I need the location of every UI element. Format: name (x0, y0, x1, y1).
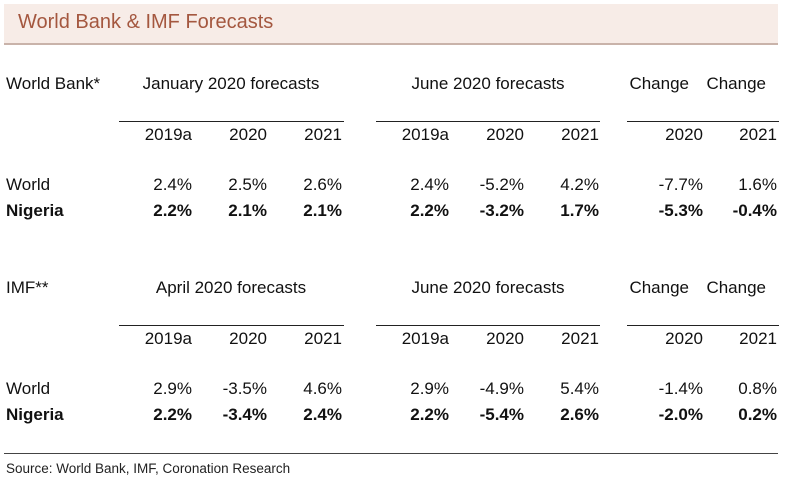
imf-row-value: 0.8% (738, 379, 777, 398)
world-bank-row-value: 2.1% (303, 201, 342, 220)
world-bank-col-header: 2020 (486, 125, 524, 144)
imf-section-label: IMF** (6, 278, 49, 297)
world-bank-row-value: 2.2% (153, 201, 192, 220)
imf-row-value: 0.2% (738, 405, 777, 424)
imf-row-label: World (6, 379, 51, 398)
world-bank-col-header: 2021 (304, 125, 342, 144)
world-bank-row-value: -3.2% (479, 201, 524, 220)
world-bank-header-rule-3 (627, 121, 779, 122)
world-bank-change1-title: Change (629, 74, 689, 93)
world-bank-row-value: 2.6% (303, 175, 342, 194)
world-bank-section-label: World Bank* (6, 74, 101, 93)
imf-col-header: 2020 (486, 329, 524, 348)
imf-row-value: 2.9% (153, 379, 192, 398)
imf-row-value: -2.0% (658, 405, 703, 424)
world-bank-row-value: 2.4% (410, 175, 449, 194)
imf-header-rule-3 (627, 325, 779, 326)
imf-row-value: -3.4% (222, 405, 267, 424)
imf-col-header: 2019a (144, 329, 192, 348)
imf-row-value: 5.4% (560, 379, 599, 398)
world-bank-col-header: 2019a (144, 125, 192, 144)
imf-change1-title: Change (629, 278, 689, 297)
world-bank-row-value: -5.2% (479, 175, 524, 194)
imf-col-header: 2021 (304, 329, 342, 348)
imf-group2-title: June 2020 forecasts (411, 278, 565, 297)
imf-row-value: 2.4% (303, 405, 342, 424)
world-bank-group2-title: June 2020 forecasts (411, 74, 565, 93)
page-title: World Bank & IMF Forecasts (18, 11, 274, 33)
title-bar: World Bank & IMF Forecasts (4, 4, 778, 45)
world-bank-col-header: 2021 (561, 125, 599, 144)
imf-row-label: Nigeria (6, 405, 64, 424)
imf-col-header: 2021 (561, 329, 599, 348)
world-bank-group1-title: January 2020 forecasts (142, 74, 320, 93)
imf-row-value: -1.4% (658, 379, 703, 398)
world-bank-row-value: 2.2% (410, 201, 449, 220)
world-bank-col-header: 2020 (229, 125, 267, 144)
imf-group1-title: April 2020 forecasts (155, 278, 307, 297)
world-bank-row-value: 4.2% (560, 175, 599, 194)
world-bank-change2-title: Change (706, 74, 766, 93)
world-bank-row-label: World (6, 175, 51, 194)
imf-row-value: 2.9% (410, 379, 449, 398)
world-bank-col-header: 2021 (739, 125, 777, 144)
imf-row-value: -4.9% (479, 379, 524, 398)
imf-row-value: -5.4% (479, 405, 524, 424)
imf-header-rule-1 (119, 325, 344, 326)
world-bank-row-value: 1.7% (560, 201, 599, 220)
imf-col-header: 2019a (401, 329, 449, 348)
world-bank-header-rule-2 (376, 121, 600, 122)
imf-row-value: 2.2% (153, 405, 192, 424)
imf-col-header: 2021 (739, 329, 777, 348)
imf-col-header: 2020 (665, 329, 703, 348)
world-bank-row-value: -7.7% (658, 175, 703, 194)
imf-row-value: 2.6% (560, 405, 599, 424)
imf-col-header: 2020 (229, 329, 267, 348)
world-bank-row-label: Nigeria (6, 201, 64, 220)
imf-header-rule-2 (376, 325, 600, 326)
imf-change2-title: Change (706, 278, 766, 297)
world-bank-row-value: -5.3% (658, 201, 703, 220)
world-bank-col-header: 2020 (665, 125, 703, 144)
imf-row-value: -3.5% (222, 379, 267, 398)
source-note: Source: World Bank, IMF, Coronation Rese… (6, 461, 291, 476)
world-bank-row-value: 1.6% (738, 175, 777, 194)
world-bank-col-header: 2019a (401, 125, 449, 144)
imf-row-value: 4.6% (303, 379, 342, 398)
world-bank-row-value: 2.4% (153, 175, 192, 194)
imf-row-value: 2.2% (410, 405, 449, 424)
world-bank-row-value: 2.5% (228, 175, 267, 194)
world-bank-row-value: -0.4% (732, 201, 777, 220)
world-bank-header-rule-1 (119, 121, 344, 122)
source-divider (4, 453, 778, 454)
world-bank-row-value: 2.1% (228, 201, 267, 220)
